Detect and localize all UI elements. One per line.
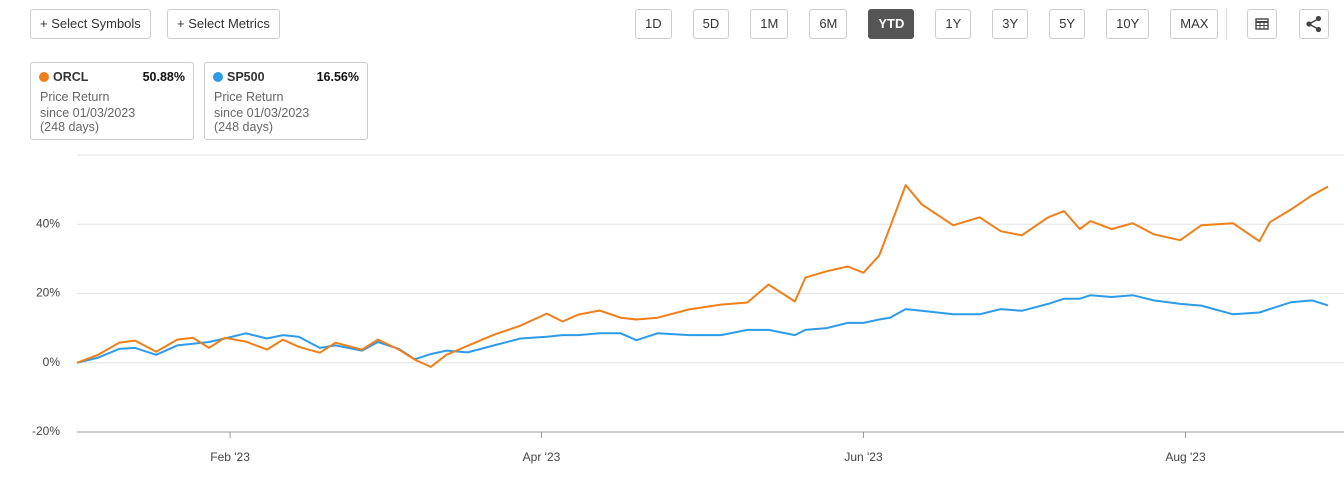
x-tick-label: Feb '23 — [210, 450, 250, 464]
range-button[interactable]: 5Y — [1049, 9, 1086, 39]
legend-days: (248 days) — [214, 120, 274, 134]
series-line — [76, 294, 1329, 364]
x-tick-label: Apr '23 — [523, 450, 561, 464]
range-selector: 1D 5D 1M 6M YTD 1Y 3Y 5Y 10Y MAX — [635, 9, 1219, 39]
legend-symbol: SP500 — [227, 70, 265, 84]
range-button[interactable]: MAX — [1170, 9, 1219, 39]
legend-return: 50.88% — [142, 70, 185, 84]
range-button[interactable]: 6M — [809, 9, 848, 39]
select-symbols-button[interactable]: + Select Symbols — [30, 9, 151, 39]
legend-dot — [213, 72, 223, 82]
series-line — [76, 184, 1329, 368]
table-view-button[interactable] — [1247, 9, 1277, 39]
table-icon — [1255, 18, 1269, 30]
range-button[interactable]: 1M — [750, 9, 789, 39]
range-button[interactable]: YTD — [868, 9, 915, 39]
range-button[interactable]: 1Y — [935, 9, 972, 39]
legend-symbol: ORCL — [53, 70, 89, 84]
y-tick-label: 20% — [36, 286, 60, 300]
legend-metric: Price Return — [40, 90, 110, 104]
range-button[interactable]: 1D — [635, 9, 672, 39]
legend-return: 16.56% — [316, 70, 359, 84]
legend-card[interactable]: ORCL 50.88% Price Return since 01/03/2023 (2… — [30, 62, 194, 140]
legend-since: since 01/03/2023 — [40, 106, 136, 120]
x-tick-label: Aug '23 — [1165, 450, 1206, 464]
y-tick-label: 0% — [43, 355, 61, 369]
range-button[interactable]: 3Y — [992, 9, 1029, 39]
share-icon — [1306, 15, 1322, 33]
divider — [1226, 8, 1227, 40]
legend-metric: Price Return — [214, 90, 284, 104]
legend-since: since 01/03/2023 — [214, 106, 310, 120]
legend-days: (248 days) — [40, 120, 100, 134]
y-tick-label: -20% — [32, 424, 60, 438]
range-button[interactable]: 10Y — [1106, 9, 1150, 39]
share-button[interactable] — [1299, 9, 1329, 39]
range-button[interactable]: 5D — [692, 9, 730, 39]
y-tick-label: 40% — [36, 216, 60, 230]
legend-dot — [39, 72, 49, 82]
legend-card[interactable]: SP500 16.56% Price Return since 01/03/2023(… — [204, 62, 368, 140]
x-tick-label: Jun '23 — [844, 450, 883, 464]
select-metrics-button[interactable]: + Select Metrics — [167, 9, 280, 39]
